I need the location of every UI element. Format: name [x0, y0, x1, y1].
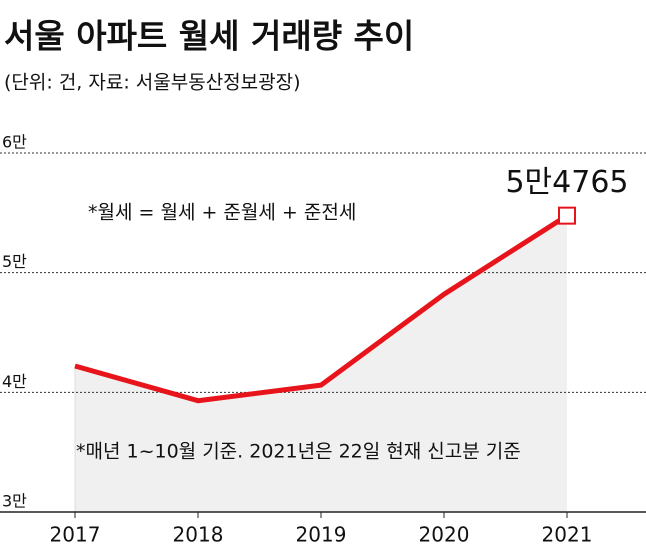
x-tick-label: 2019: [296, 523, 347, 547]
x-tick-label: 2018: [173, 523, 224, 547]
x-tick-label: 2021: [542, 523, 593, 547]
x-tick-label: 2017: [50, 523, 101, 547]
y-tick-label: 5만: [2, 252, 27, 271]
x-tick-label: 2020: [419, 523, 470, 547]
chart-title: 서울 아파트 월세 거래량 추이: [4, 17, 414, 56]
y-tick-label: 3만: [2, 492, 27, 511]
y-tick-label: 6만: [2, 133, 27, 152]
data-label: 5만4765: [505, 165, 628, 200]
area: [75, 215, 567, 512]
annotation: *월세 = 월세 + 준월세 + 준전세: [88, 202, 356, 224]
y-tick-label: 4만: [2, 372, 27, 391]
line: [74, 213, 569, 404]
annotation: *매년 1~10월 기준. 2021년은 22일 현재 신고분 기준: [76, 441, 521, 463]
marker: [558, 206, 576, 225]
chart-subtitle: (단위: 건, 자료: 서울부동산정보광장): [4, 72, 301, 94]
